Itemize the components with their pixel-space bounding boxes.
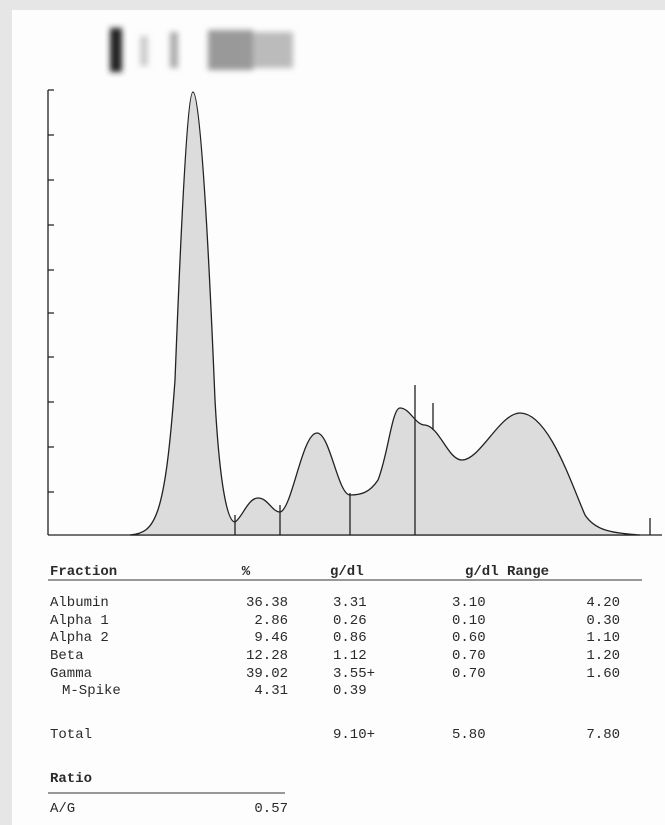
fraction-name: Total — [50, 727, 92, 743]
gdl-cell: 0.26 — [333, 613, 367, 629]
fraction-name: Beta — [50, 648, 84, 664]
fraction-name: M-Spike — [62, 683, 121, 699]
percent-cell: 9.46 — [254, 630, 288, 646]
fraction-name: Alpha 1 — [50, 613, 109, 629]
page: Fraction% g/dl g/dl Range Albumin 36.38 3.31 3… — [0, 0, 665, 825]
percent-cell: 12.28 — [246, 648, 288, 664]
range-high-cell: 1.60 — [586, 666, 620, 682]
column-header: % — [242, 564, 251, 580]
ratio-title: Ratio — [50, 771, 92, 787]
range-low-cell: 0.60 — [452, 630, 486, 646]
gdl-cell: 9.10+ — [333, 727, 375, 743]
fraction-name: Gamma — [50, 666, 92, 682]
range-low-cell: 0.70 — [452, 666, 486, 682]
gdl-cell: 3.55+ — [333, 666, 375, 682]
column-header: Fraction — [50, 564, 117, 580]
column-header: g/dl Range — [465, 564, 549, 580]
fraction-name: Alpha 2 — [50, 630, 109, 646]
paper — [12, 10, 665, 825]
range-low-cell: 0.10 — [452, 613, 486, 629]
column-header: g/dl — [330, 564, 364, 580]
range-high-cell: 4.20 — [586, 595, 620, 611]
range-low-cell: 0.70 — [452, 648, 486, 664]
range-high-cell: 7.80 — [586, 727, 620, 743]
ratio-value: 0.57 — [254, 801, 288, 817]
fraction-name: Albumin — [50, 595, 109, 611]
percent-cell: 36.38 — [246, 595, 288, 611]
range-low-cell: 5.80 — [452, 727, 486, 743]
range-high-cell: 0.30 — [586, 613, 620, 629]
range-low-cell: 3.10 — [452, 595, 486, 611]
ratio-name: A/G — [50, 801, 75, 817]
percent-cell: 39.02 — [246, 666, 288, 682]
percent-cell: 2.86 — [254, 613, 288, 629]
range-high-cell: 1.10 — [586, 630, 620, 646]
gdl-cell: 3.31 — [333, 595, 367, 611]
gdl-cell: 0.86 — [333, 630, 367, 646]
percent-cell: 4.31 — [254, 683, 288, 699]
gdl-cell: 0.39 — [333, 683, 367, 699]
range-high-cell: 1.20 — [586, 648, 620, 664]
gdl-cell: 1.12 — [333, 648, 367, 664]
